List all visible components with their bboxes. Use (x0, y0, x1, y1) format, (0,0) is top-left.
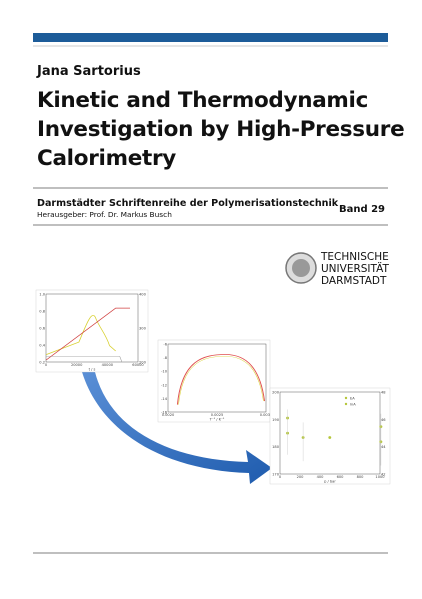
x-axis-label: t / s (89, 368, 96, 372)
x-tick-label: 0.0020 (162, 413, 175, 417)
figure: 1.0 0.8 0.6 0.4 0.2 400 300 200 0 20000 40000 60000… (35, 289, 149, 373)
figure-background (157, 339, 271, 423)
y2-tick-label: 48 (381, 391, 386, 395)
series-name: Darmstädter Schriftenreihe der Polymeris… (37, 198, 339, 209)
plot-frame (45, 293, 139, 363)
y-tick-label: -16 (161, 411, 168, 415)
y-tick-label: 0.8 (39, 310, 45, 314)
y2-tick-label: 300 (139, 327, 147, 331)
legend-label: EA (350, 396, 355, 400)
y-tick-label: 0.2 (39, 361, 45, 365)
y2-tick-label: 44 (381, 445, 386, 449)
x-tick-label: 600 (337, 475, 345, 479)
plot-curves (45, 307, 131, 362)
plot-curves (286, 409, 383, 466)
y-tick-label: 1.0 (39, 293, 45, 297)
y2-tick-label: 46 (381, 418, 386, 422)
logo-text: UNIVERSITÄT (321, 262, 389, 275)
y-tick-label: 190 (272, 418, 280, 422)
x-tick-label: 800 (357, 475, 365, 479)
figure-background (269, 387, 391, 485)
x-tick-label: 0.0030 (260, 413, 273, 417)
plot-frame (279, 391, 381, 475)
title-line: Calorimetry (37, 146, 176, 171)
y2-tick-label: 400 (139, 293, 147, 297)
legend-marker (344, 402, 348, 406)
legend-marker (344, 396, 348, 400)
x-axis-label: p / bar (324, 480, 336, 484)
y-tick-label: 0.4 (39, 344, 45, 348)
y-tick-label: -10 (161, 370, 168, 374)
logo-text: TECHNISCHE (320, 251, 389, 263)
x-tick-label: 20000 (71, 363, 83, 367)
y-tick-label: 170 (272, 473, 280, 477)
x-tick-label: 1000 (375, 475, 385, 479)
x-tick-label: 400 (317, 475, 325, 479)
tu-logo: TECHNISCHE UNIVERSITÄT DARMSTADT (285, 251, 389, 287)
y-tick-label: 200 (272, 391, 280, 395)
author: Jana Sartorius (36, 64, 141, 79)
x-tick-label: 0.0025 (211, 413, 224, 417)
legend-label: lnA (350, 402, 356, 406)
x-tick-label: 40000 (102, 363, 114, 367)
plot-frame (167, 343, 267, 413)
y2-tick-label: 42 (381, 473, 386, 477)
y-tick-label: -12 (161, 383, 167, 387)
figure-background (35, 289, 149, 373)
x-tick-label: 200 (297, 475, 305, 479)
arrow (82, 372, 272, 484)
top-bar (33, 33, 388, 42)
title-line: Kinetic and Thermodynamic (37, 88, 368, 113)
y-tick-label: 0.6 (39, 327, 45, 331)
title-line: Investigation by High-Pressure (37, 117, 404, 142)
x-tick-label: 60000 (132, 363, 144, 367)
y-tick-label: -8 (163, 356, 167, 360)
x-axis-label: T⁻¹ / K⁻¹ (209, 418, 225, 422)
series-editor: Herausgeber: Prof. Dr. Markus Busch (37, 210, 172, 219)
figure: 200 190 180 170 48 46 44 42 0 200 400 600 800 1000 p /… (269, 387, 391, 485)
plot-curves (176, 354, 266, 405)
y-tick-label: 180 (272, 445, 280, 449)
x-tick-label: 0 (45, 363, 48, 367)
volume: Band 29 (339, 204, 385, 215)
y2-tick-label: 200 (139, 361, 147, 365)
logo-text: DARMSTADT (321, 275, 387, 287)
y-tick-label: -14 (161, 397, 168, 401)
x-tick-label: 0 (279, 475, 282, 479)
figure: -6 -8 -10 -12 -14 -160.0020 0.0025 0.0030 T⁻¹ / … (157, 339, 273, 423)
y-tick-label: -6 (163, 343, 167, 347)
